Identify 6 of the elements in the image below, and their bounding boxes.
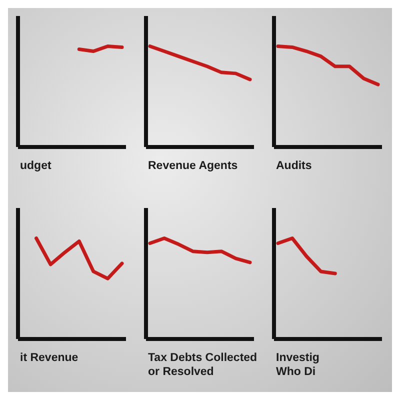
x-axis-title: it Revenue: [20, 351, 80, 365]
x-axis-title: Revenue Agents: [148, 159, 239, 173]
x-axis-title: Investig Who Di: [276, 351, 320, 379]
x-axis-title: Audits: [276, 159, 313, 173]
x-axis-title: Tax Debts Collected or Resolved: [148, 351, 258, 379]
x-axis-title: udget: [20, 159, 52, 173]
